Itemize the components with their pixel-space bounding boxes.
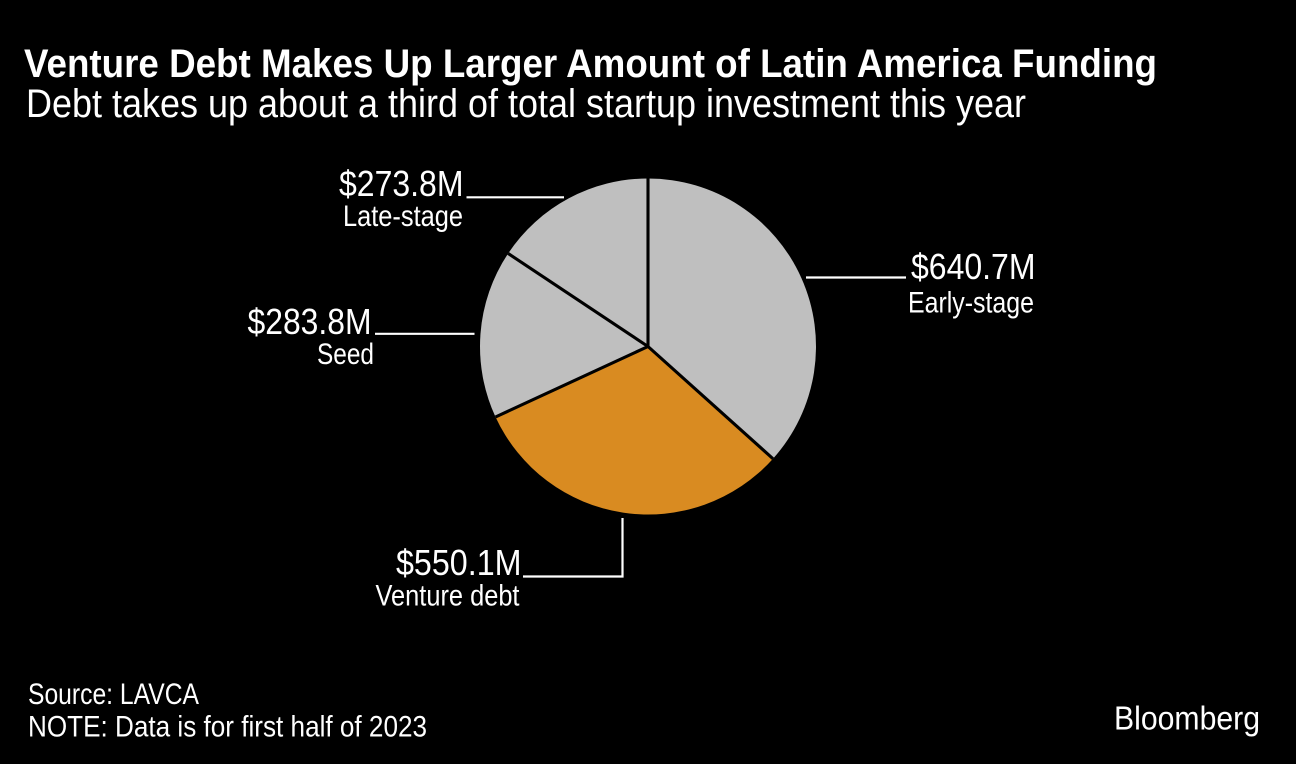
svg-text:$273.8M: $273.8M — [339, 163, 464, 204]
svg-text:Bloomberg: Bloomberg — [1114, 700, 1260, 737]
svg-text:$550.1M: $550.1M — [396, 542, 522, 583]
svg-text:$283.8M: $283.8M — [248, 301, 372, 342]
svg-text:Venture Debt Makes Up Larger A: Venture Debt Makes Up Larger Amount of L… — [24, 42, 1157, 86]
svg-text:Early-stage: Early-stage — [908, 287, 1034, 320]
svg-text:$640.7M: $640.7M — [911, 246, 1036, 287]
svg-text:NOTE: Data is for first half o: NOTE: Data is for first half of 2023 — [28, 711, 427, 744]
svg-text:Source: LAVCA: Source: LAVCA — [28, 678, 199, 711]
svg-text:Late-stage: Late-stage — [343, 200, 463, 233]
svg-text:Seed: Seed — [317, 338, 374, 371]
svg-text:Venture debt: Venture debt — [376, 580, 521, 613]
svg-text:Debt takes up about a third of: Debt takes up about a third of total sta… — [26, 82, 1026, 126]
